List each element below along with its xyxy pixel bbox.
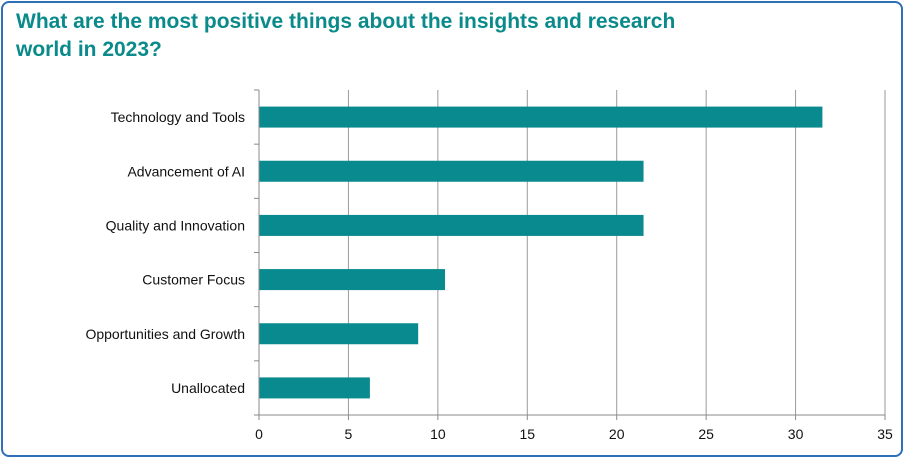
bar-2 [259,214,644,236]
gridlines [347,90,886,415]
bar-1 [259,160,644,182]
bar-0 [259,106,823,128]
bars [259,106,823,399]
category-label-5: Unallocated [171,380,245,396]
chart-title: What are the most positive things about … [16,10,676,61]
x-tick-label-6: 30 [788,426,804,442]
x-tick-label-5: 25 [698,426,714,442]
category-label-4: Opportunities and Growth [85,326,245,342]
x-tick-label-4: 20 [609,426,625,442]
category-label-3: Customer Focus [142,272,245,288]
bar-5 [259,377,370,399]
category-label-1: Advancement of AI [127,163,245,179]
x-tick-label-3: 15 [519,426,535,442]
bar-3 [259,269,446,291]
y-category-labels: Technology and Tools Advancement of AI Qua… [85,109,245,396]
x-tick-labels: 0 5 10 15 20 25 30 35 [255,426,893,442]
axes [254,89,886,420]
x-tick-label-1: 5 [345,426,353,442]
category-label-0: Technology and Tools [111,109,245,125]
bar-4 [259,323,419,345]
x-tick-label-2: 10 [430,426,446,442]
x-tick-label-7: 35 [877,426,893,442]
category-label-2: Quality and Innovation [106,217,245,233]
x-tick-label-0: 0 [255,426,263,442]
